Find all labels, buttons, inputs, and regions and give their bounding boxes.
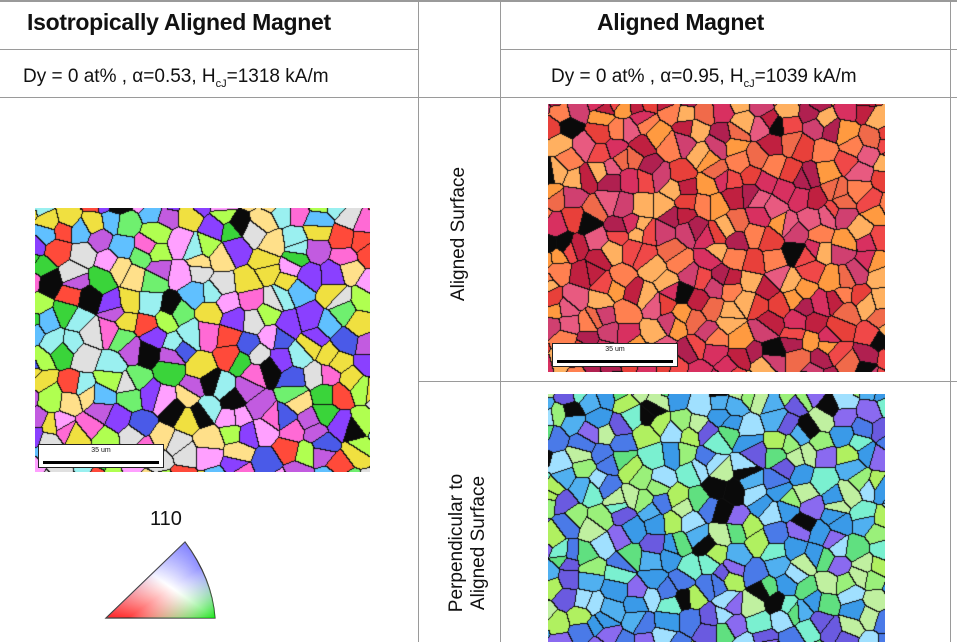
col-divider-left <box>418 0 419 642</box>
isotropic-condition-subscript: cJ <box>215 77 227 90</box>
map-iso-canvas <box>35 208 370 472</box>
mid-row-divider <box>418 381 957 382</box>
ipf-cutoff-label <box>48 626 52 642</box>
aligned-header: Aligned Magnet <box>597 9 765 35</box>
isotropic-scale-label: 35 um <box>91 447 111 454</box>
aligned-scale-bar: 35 um <box>552 343 678 367</box>
row-label-aligned-surface: Aligned Surface <box>448 166 469 302</box>
ipf-110-label: 110 <box>150 508 182 530</box>
row-label-perpendicular-line2: Aligned Surface <box>468 475 489 611</box>
aligned-condition-text: Dy = 0 at% , α=0.95, H <box>551 66 744 87</box>
aligned-condition-tail: =1039 kA/m <box>754 66 857 87</box>
perpendicular-ebsd-map <box>548 394 885 642</box>
isotropic-condition: Dy = 0 at% , α=0.53, HcJ=1318 kA/m <box>23 66 329 90</box>
isotropic-ebsd-map <box>35 208 370 472</box>
header-row-divider-right <box>500 49 957 50</box>
table-top-border <box>0 0 957 2</box>
row-label-perpendicular-line1: Perpendicular to <box>446 473 467 613</box>
header-row-divider-left <box>0 49 418 50</box>
aligned-condition: Dy = 0 at% , α=0.95, HcJ=1039 kA/m <box>551 66 857 90</box>
isotropic-condition-text: Dy = 0 at% , α=0.53, H <box>23 66 216 87</box>
ipf-color-triangle-icon <box>104 541 216 619</box>
row-label-perpendicular: Perpendicular to Aligned Surface <box>446 453 490 633</box>
table-right-border <box>950 0 951 642</box>
aligned-condition-subscript: cJ <box>743 77 755 90</box>
isotropic-header: Isotropically Aligned Magnet <box>27 9 331 35</box>
isotropic-scale-bar: 35 um <box>38 444 164 468</box>
condition-row-divider <box>0 97 957 98</box>
col-divider-right <box>500 0 501 642</box>
map-perp-canvas <box>548 394 885 642</box>
map-aligned-canvas <box>548 104 885 372</box>
aligned-surface-ebsd-map <box>548 104 885 372</box>
aligned-scale-label: 35 um <box>605 346 625 353</box>
isotropic-condition-tail: =1318 kA/m <box>226 66 329 87</box>
